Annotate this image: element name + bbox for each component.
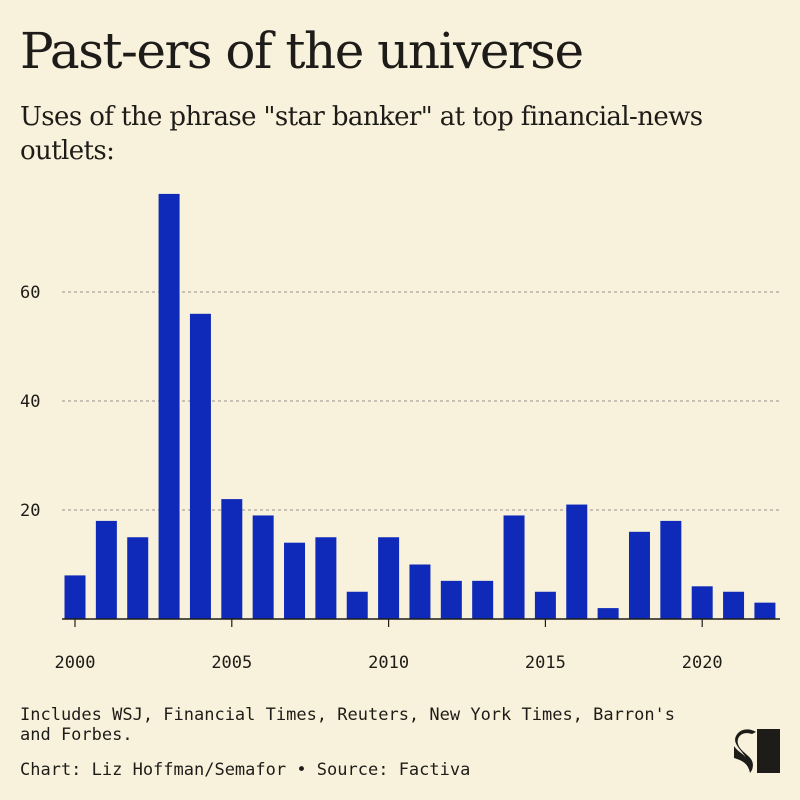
bar-2020 — [691, 586, 713, 619]
bar-2000 — [64, 575, 86, 619]
x-tick-label: 2005 — [211, 653, 252, 673]
bar-2012 — [440, 580, 462, 619]
bar-2013 — [472, 580, 494, 619]
x-tick-label: 2010 — [368, 653, 409, 673]
bar-2002 — [127, 537, 149, 619]
bar-2007 — [284, 542, 306, 619]
bar-2008 — [315, 537, 337, 619]
x-tick-label: 2015 — [525, 653, 566, 673]
chart-credit: Chart: Liz Hoffman/Semafor • Source: Fac… — [20, 760, 471, 780]
bar-2017 — [597, 608, 619, 619]
bar-2004 — [189, 313, 211, 619]
bar-2019 — [660, 520, 682, 619]
bar-2021 — [723, 591, 745, 619]
bar-2018 — [628, 531, 650, 619]
y-tick-label: 60 — [20, 283, 40, 303]
chart-title: Past-ers of the universe — [20, 22, 584, 80]
bar-2022 — [754, 602, 776, 619]
bar-2010 — [378, 537, 400, 619]
bar-2015 — [534, 591, 556, 619]
bar-2016 — [566, 504, 588, 619]
chart-subtitle: Uses of the phrase "star banker" at top … — [20, 102, 703, 166]
x-tick-label: 2020 — [682, 653, 723, 673]
bar-2005 — [221, 499, 243, 619]
bar-2014 — [503, 515, 525, 619]
bar-2001 — [95, 520, 117, 619]
chart-notes: Includes WSJ, Financial Times, Reuters, … — [20, 705, 676, 745]
y-tick-label: 20 — [20, 501, 40, 521]
bar-2006 — [252, 515, 274, 619]
y-tick-label: 40 — [20, 392, 40, 412]
bar-2003 — [158, 193, 180, 619]
x-tick-label: 2000 — [55, 653, 96, 673]
bar-2009 — [346, 591, 368, 619]
bar-2011 — [409, 564, 431, 619]
